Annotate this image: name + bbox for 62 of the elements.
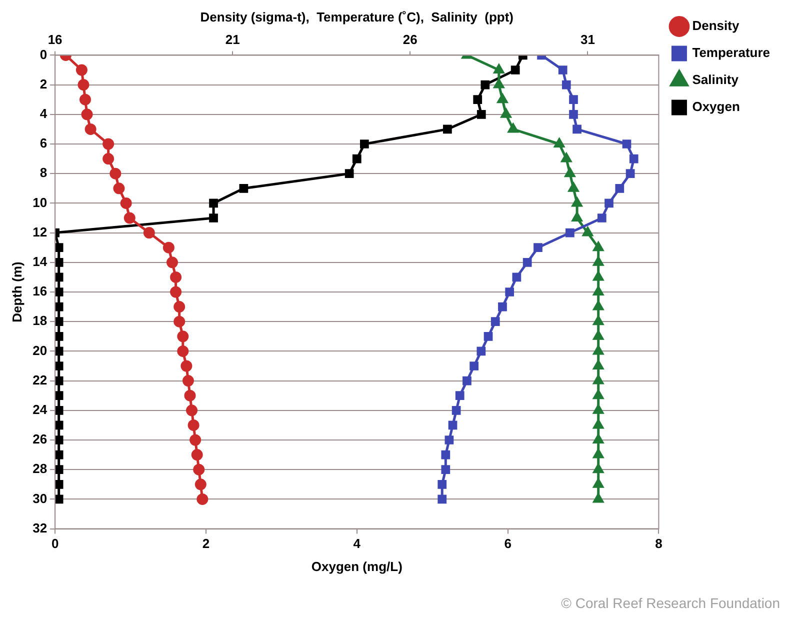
point [55, 317, 64, 326]
x2-tick-label: 31 [580, 32, 595, 47]
y-tick-label: 10 [32, 194, 48, 210]
point [55, 406, 64, 415]
point [55, 376, 64, 386]
point [55, 391, 64, 400]
y-tick-label: 18 [32, 313, 48, 328]
x-axis-title: Oxygen (mg/L) [311, 558, 402, 574]
point [510, 66, 520, 74]
point [55, 346, 64, 356]
point [55, 450, 64, 460]
x-tick-label: 6 [504, 536, 512, 552]
text: © Coral Reef Research Foundation [561, 595, 780, 611]
point [352, 154, 362, 164]
legend-label: Temperature [692, 45, 770, 60]
point [55, 420, 64, 430]
y-tick-label: 28 [32, 461, 48, 476]
point [476, 110, 486, 119]
point [55, 258, 64, 267]
y-tick-label: 12 [32, 224, 48, 240]
y-tick-label: 6 [40, 136, 48, 151]
point [55, 302, 64, 312]
point [55, 288, 64, 296]
y-tick-label: 0 [40, 46, 48, 62]
y-tick-label: 8 [40, 165, 48, 180]
x2-tick-label: 21 [225, 32, 240, 47]
x-tick-label: 2 [202, 536, 210, 552]
y-tick-label: 24 [32, 402, 48, 417]
point [55, 465, 64, 474]
point [55, 362, 64, 370]
x-tick-label: 0 [51, 536, 59, 552]
legend-label: Oxygen [692, 99, 740, 114]
legend-label: Density [692, 18, 740, 34]
point [55, 272, 64, 282]
legend-label: Salinity [692, 72, 740, 88]
y-tick-label: 22 [32, 372, 48, 388]
point [55, 436, 64, 444]
y-tick-label: 32 [32, 520, 48, 536]
point [55, 480, 64, 489]
point [55, 332, 64, 341]
y-tick-label: 14 [32, 254, 48, 269]
point [239, 184, 248, 193]
point [480, 80, 490, 90]
point [443, 124, 452, 134]
x2-tick-label: 26 [402, 32, 418, 47]
y-tick-label: 20 [32, 342, 48, 358]
y-tick-label: 26 [32, 432, 48, 447]
x-tick-label: 8 [655, 536, 662, 552]
y-axis-title: Depth (m) [9, 262, 24, 322]
point [209, 214, 218, 222]
y-tick-label: 4 [40, 106, 48, 121]
point [360, 140, 369, 148]
point [55, 243, 64, 252]
y-tick-label: 16 [32, 284, 48, 299]
point [209, 198, 218, 208]
point [55, 494, 64, 504]
point [473, 95, 482, 104]
y-tick-label: 30 [32, 490, 48, 506]
point [344, 169, 354, 178]
x2-axis-title: Density (sigma-t), Temperature (˚C), Salinity (ppt) [200, 9, 514, 24]
y-tick-label: 2 [40, 76, 48, 92]
x-tick-label: 4 [353, 536, 362, 552]
